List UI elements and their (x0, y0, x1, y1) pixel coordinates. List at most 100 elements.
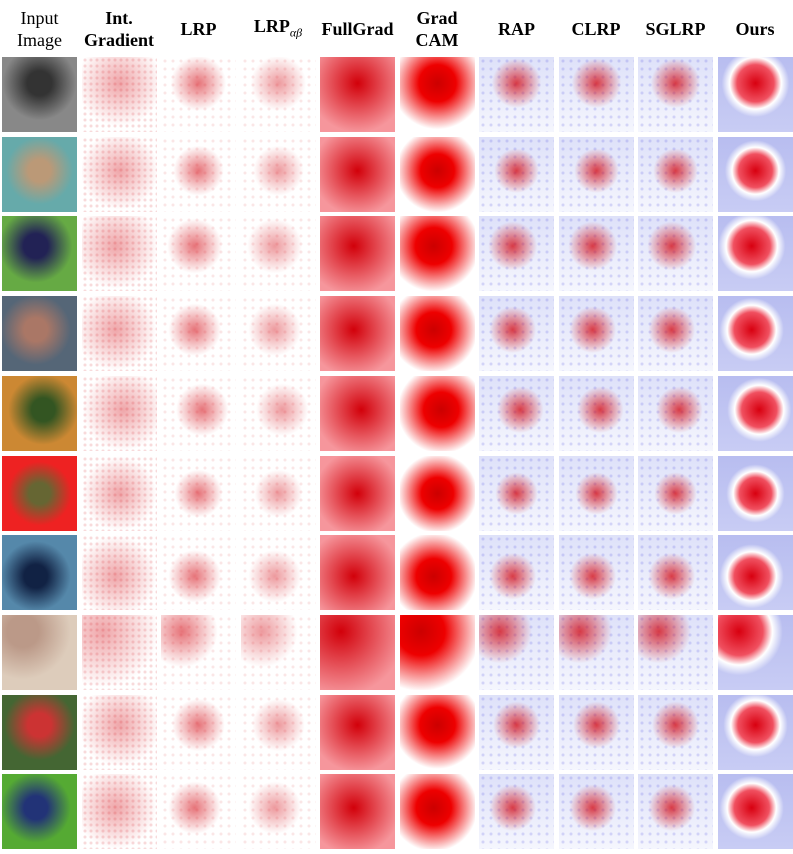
saliency-map (558, 694, 634, 770)
saliency-map (638, 774, 713, 850)
saliency-map (558, 614, 634, 690)
header-text: FullGrad (321, 19, 394, 39)
header-text: Int. (105, 8, 133, 28)
saliency-map (638, 375, 713, 451)
saliency-map (240, 57, 316, 132)
input-image (2, 136, 77, 212)
saliency-map (240, 216, 316, 292)
saliency-map (638, 57, 713, 132)
saliency-map (638, 694, 713, 770)
header-text: LRP (180, 19, 217, 39)
header-subscript: αβ (289, 25, 303, 40)
saliency-map (161, 614, 236, 690)
saliency-map (240, 694, 316, 770)
header-text: Input (20, 8, 59, 28)
saliency-map (81, 216, 157, 292)
saliency-map (240, 614, 316, 690)
saliency-map (479, 774, 554, 850)
column-header: FullGrad (318, 2, 397, 56)
header-text: Ours (735, 19, 775, 39)
saliency-map (717, 296, 793, 372)
column-header: CLRP (557, 2, 636, 56)
header-line: CLRP (572, 18, 621, 40)
saliency-map (638, 535, 713, 611)
saliency-map (81, 296, 157, 372)
saliency-map (320, 296, 395, 372)
saliency-map (161, 774, 236, 850)
saliency-map (399, 455, 475, 531)
saliency-map (399, 296, 475, 372)
input-image (2, 694, 77, 770)
saliency-map (161, 57, 236, 132)
saliency-map (81, 535, 157, 611)
saliency-map (81, 375, 157, 451)
saliency-map (320, 216, 395, 292)
saliency-map (399, 774, 475, 850)
saliency-map (558, 535, 634, 611)
saliency-map (240, 535, 316, 611)
saliency-map (81, 614, 157, 690)
saliency-map (479, 694, 554, 770)
header-line: Input (21, 7, 59, 29)
saliency-map (479, 136, 554, 212)
input-image (2, 296, 77, 372)
saliency-map (717, 375, 793, 451)
saliency-map (81, 455, 157, 531)
saliency-map (320, 375, 395, 451)
saliency-map (558, 57, 634, 132)
column-header: Ours (716, 2, 793, 56)
input-image (2, 216, 77, 292)
saliency-map (717, 455, 793, 531)
input-image (2, 455, 77, 531)
header-text: CAM (415, 30, 459, 50)
header-line: Int. (105, 7, 133, 29)
saliency-map (240, 774, 316, 850)
header-line: LRPαβ (254, 15, 302, 44)
saliency-map (479, 375, 554, 451)
header-text: Image (17, 30, 62, 50)
saliency-map (161, 535, 236, 611)
input-image (2, 614, 77, 690)
saliency-map (399, 57, 475, 132)
column-header: LRP (159, 2, 238, 56)
saliency-map (717, 694, 793, 770)
saliency-map (479, 57, 554, 132)
header-text: CLRP (571, 19, 621, 39)
saliency-map (161, 375, 236, 451)
input-image (2, 774, 77, 850)
saliency-map (558, 136, 634, 212)
column-header: Int. Gradient (80, 2, 159, 56)
input-image (2, 57, 77, 132)
saliency-map (399, 216, 475, 292)
saliency-map (479, 614, 554, 690)
column-header: Input Image (0, 2, 79, 56)
saliency-map (717, 57, 793, 132)
saliency-map (320, 136, 395, 212)
saliency-map (479, 535, 554, 611)
header-line: Image (17, 29, 62, 51)
header-line: FullGrad (321, 18, 393, 40)
saliency-map (320, 694, 395, 770)
saliency-map (399, 535, 475, 611)
column-header: SGLRP (636, 2, 715, 56)
column-header: RAP (477, 2, 556, 56)
saliency-map (558, 774, 634, 850)
saliency-map (240, 136, 316, 212)
saliency-map (638, 455, 713, 531)
saliency-map (399, 136, 475, 212)
header-text: SGLRP (645, 19, 706, 39)
saliency-map (81, 136, 157, 212)
saliency-map (479, 455, 554, 531)
header-line: Grad (416, 7, 457, 29)
input-image (2, 535, 77, 611)
saliency-map (161, 136, 236, 212)
saliency-map (717, 136, 793, 212)
column-header: Grad CAM (398, 2, 477, 56)
saliency-map (399, 614, 475, 690)
saliency-map (399, 375, 475, 451)
saliency-map (638, 614, 713, 690)
saliency-map (479, 216, 554, 292)
saliency-map (320, 774, 395, 850)
saliency-map (320, 57, 395, 132)
saliency-map (479, 296, 554, 372)
